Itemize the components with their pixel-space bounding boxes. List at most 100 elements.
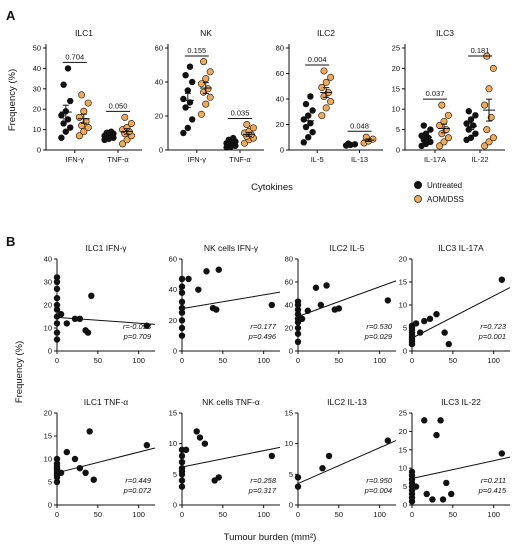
p-value: 0.035: [231, 109, 250, 118]
data-point: [412, 320, 420, 327]
y-tick-label: 20: [285, 324, 293, 333]
chart-title: NK: [200, 28, 212, 38]
y-tick-label: 10: [33, 125, 41, 134]
data-point: [307, 93, 314, 100]
x-tick-label: IL-22: [471, 155, 488, 164]
data-point: [467, 116, 475, 123]
data-point: [196, 434, 204, 441]
data-point: [71, 315, 79, 322]
data-point: [441, 329, 448, 336]
data-point: [53, 278, 61, 286]
data-point: [121, 113, 129, 121]
y-tick-label: 0: [48, 347, 52, 356]
legend-label-untreated: Untreated: [427, 181, 462, 190]
data-point: [483, 126, 491, 134]
y-tick-label: 10: [399, 464, 407, 473]
data-point: [322, 78, 330, 86]
data-point: [67, 124, 74, 131]
y-tick-label: 15: [285, 409, 293, 418]
y-tick-label: 5: [403, 324, 407, 333]
data-point: [206, 68, 214, 76]
x-tick-label: 50: [94, 356, 102, 365]
data-point: [467, 134, 475, 141]
panel-b-ylabel: Frequency (%): [14, 341, 25, 403]
r-value: r=0.211: [481, 476, 506, 485]
data-point: [202, 100, 210, 108]
y-tick-label: 20: [44, 301, 52, 310]
x-tick-label: 0: [180, 510, 184, 519]
y-tick-label: 20: [399, 255, 407, 264]
y-tick-label: 15: [169, 409, 177, 418]
x-tick-label: 100: [257, 510, 270, 519]
data-point: [143, 442, 151, 449]
data-point: [67, 97, 74, 105]
data-point: [448, 490, 455, 498]
data-point: [184, 124, 191, 132]
data-point: [498, 276, 506, 283]
y-tick-label: 0: [280, 146, 284, 155]
data-point: [186, 63, 194, 70]
data-point: [53, 320, 61, 327]
r-value: r=0.258: [250, 476, 276, 485]
data-point: [178, 452, 186, 460]
p-value: p=0.415: [478, 486, 507, 495]
data-point: [294, 483, 302, 490]
data-point: [416, 329, 424, 336]
legend-label-aomdss: AOM/DSS: [427, 195, 464, 204]
data-point: [53, 329, 61, 336]
data-point: [197, 110, 205, 118]
data-point: [193, 428, 200, 435]
x-tick-label: 100: [257, 356, 270, 365]
data-point: [325, 452, 333, 460]
data-point: [323, 282, 330, 289]
data-point: [319, 465, 326, 472]
p-value: 0.155: [187, 46, 206, 55]
data-point: [108, 128, 115, 135]
data-point: [305, 112, 312, 119]
regression-line: [297, 280, 397, 317]
x-tick-label: IL-17A: [424, 155, 446, 164]
x-tick-label: 50: [94, 510, 102, 519]
chart-title: ILC2: [317, 28, 335, 38]
data-point: [197, 80, 205, 88]
x-tick-label: 0: [410, 510, 414, 519]
data-point: [445, 340, 452, 348]
data-point: [178, 304, 186, 312]
data-point: [123, 136, 131, 144]
data-point: [300, 139, 307, 146]
y-tick-label: 30: [33, 84, 41, 93]
p-value: p=0.001: [478, 332, 506, 341]
data-point: [189, 116, 196, 123]
y-tick-label: 50: [33, 44, 41, 53]
y-tick-label: 10: [285, 439, 293, 448]
data-point: [71, 455, 79, 463]
data-point: [327, 73, 335, 81]
r-value: r=0.530: [366, 322, 392, 331]
y-tick-label: 5: [396, 125, 400, 134]
p-value: p=0.709: [123, 332, 152, 341]
y-tick-label: 15: [399, 445, 407, 454]
x-tick-label: 0: [296, 510, 300, 519]
data-point: [465, 108, 472, 115]
data-point: [437, 417, 444, 424]
data-point: [178, 465, 186, 472]
data-point: [143, 322, 151, 329]
data-point: [489, 64, 497, 72]
x-tick-label: 50: [219, 510, 227, 519]
data-point: [268, 301, 276, 309]
p-value: 0.704: [65, 52, 84, 61]
data-point: [470, 122, 477, 129]
y-tick-label: 20: [392, 64, 400, 73]
y-tick-label: 5: [403, 482, 407, 491]
y-tick-label: 40: [276, 95, 284, 104]
x-tick-label: 50: [335, 510, 343, 519]
data-point: [127, 119, 135, 127]
legend-marker-untreated: [414, 181, 422, 189]
data-point: [82, 469, 89, 476]
x-tick-label: 100: [487, 510, 500, 519]
chart-title: ILC1 IFN-γ: [85, 243, 127, 253]
